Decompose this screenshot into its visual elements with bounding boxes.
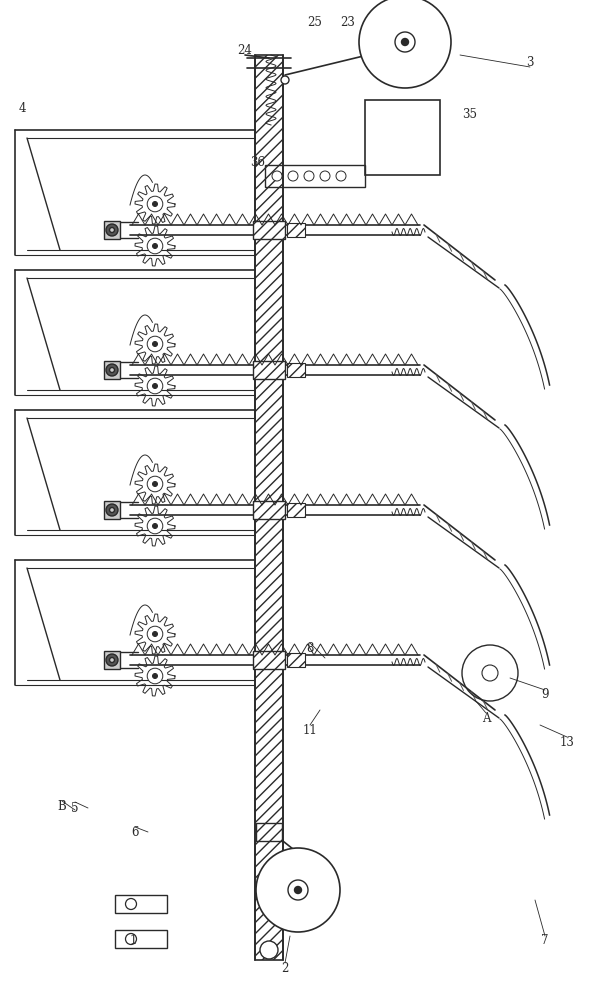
Circle shape [147, 626, 163, 642]
Text: 8: 8 [306, 642, 314, 654]
Circle shape [147, 476, 163, 492]
Bar [265, 165, 365, 187]
Circle shape [304, 171, 314, 181]
Bar [253, 501, 285, 519]
Bar [115, 895, 167, 913]
Bar [253, 361, 285, 379]
Circle shape [295, 886, 301, 894]
Text: 24: 24 [237, 43, 252, 56]
Circle shape [147, 668, 163, 684]
Bar [256, 823, 282, 841]
Bar [253, 221, 285, 239]
Circle shape [109, 367, 114, 372]
Circle shape [106, 224, 118, 236]
Bar [104, 361, 120, 379]
Circle shape [106, 504, 118, 516]
Text: 4: 4 [18, 102, 26, 114]
Circle shape [125, 898, 137, 910]
Circle shape [109, 508, 114, 512]
Circle shape [336, 171, 346, 181]
Bar [104, 651, 120, 669]
Circle shape [106, 364, 118, 376]
Text: 2: 2 [281, 962, 288, 974]
Circle shape [147, 238, 163, 254]
Circle shape [256, 848, 340, 932]
Bar [287, 363, 305, 377]
Bar [287, 653, 305, 667]
Circle shape [153, 674, 157, 678]
Text: 6: 6 [131, 826, 139, 838]
Circle shape [147, 196, 163, 212]
Circle shape [153, 243, 157, 248]
Circle shape [125, 934, 137, 944]
Circle shape [153, 383, 157, 388]
Circle shape [402, 38, 408, 45]
Circle shape [260, 941, 278, 959]
Text: 25: 25 [308, 15, 322, 28]
Text: 5: 5 [71, 802, 79, 814]
Text: 11: 11 [303, 724, 317, 736]
Text: 1: 1 [129, 934, 137, 946]
Circle shape [272, 171, 282, 181]
Bar [104, 221, 120, 239]
Text: A: A [482, 712, 490, 724]
Circle shape [147, 336, 163, 352]
Circle shape [147, 518, 163, 534]
Circle shape [109, 228, 114, 232]
Bar [287, 503, 305, 517]
Bar [253, 651, 285, 669]
Circle shape [153, 202, 157, 207]
Circle shape [153, 632, 157, 637]
Text: 7: 7 [541, 934, 549, 946]
Text: B: B [58, 800, 66, 812]
Circle shape [395, 32, 415, 52]
Circle shape [359, 0, 451, 88]
Text: 23: 23 [341, 15, 355, 28]
Bar [255, 55, 283, 960]
Text: 3: 3 [526, 55, 534, 68]
Circle shape [109, 658, 114, 662]
Circle shape [288, 171, 298, 181]
Bar [365, 100, 440, 175]
Text: 13: 13 [560, 736, 574, 748]
Circle shape [320, 171, 330, 181]
Circle shape [153, 524, 157, 528]
Circle shape [288, 880, 308, 900]
Circle shape [482, 665, 498, 681]
Bar [104, 501, 120, 519]
Circle shape [106, 654, 118, 666]
Bar [287, 223, 305, 237]
Circle shape [281, 76, 289, 84]
Text: 35: 35 [462, 108, 477, 121]
Text: 36: 36 [250, 156, 266, 169]
Circle shape [153, 482, 157, 487]
Text: 9: 9 [541, 688, 549, 702]
Circle shape [147, 378, 163, 394]
Circle shape [153, 342, 157, 347]
Bar [115, 930, 167, 948]
